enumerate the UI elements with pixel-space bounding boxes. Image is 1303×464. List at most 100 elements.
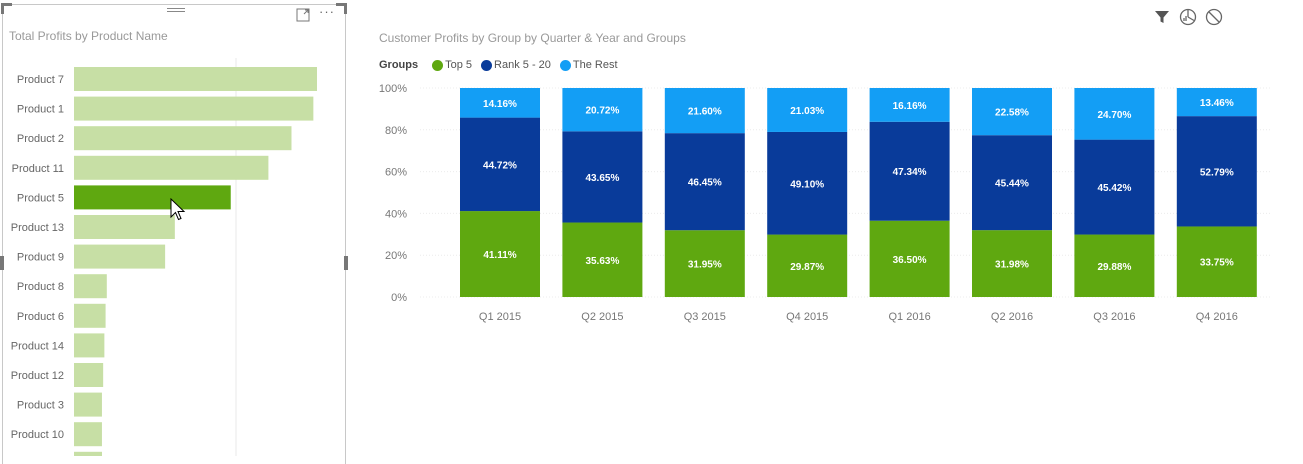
segment-rank-5-20-q1-2016[interactable] (869, 121, 950, 221)
more-options-icon[interactable]: ··· (319, 4, 335, 19)
resize-corner-top-right[interactable] (336, 3, 347, 14)
segment-top-5-q2-2016[interactable] (972, 230, 1052, 297)
analytics-icon[interactable] (1178, 7, 1198, 27)
data-label-top-5-q3-2015: 31.95% (688, 260, 722, 271)
y-tick-60: 60% (385, 167, 407, 179)
segment-the-rest-q1-2016[interactable] (869, 88, 950, 122)
segment-top-5-q2-2015[interactable] (562, 222, 643, 297)
bar-product-3[interactable] (74, 392, 102, 417)
legend-item-the-rest[interactable]: The Rest (559, 59, 618, 71)
data-label-rank-5-20-q1-2016: 47.34% (893, 167, 927, 178)
segment-rank-5-20-q3-2016[interactable] (1074, 139, 1155, 235)
mouse-cursor-icon (170, 198, 186, 221)
category-label-product-7: Product 7 (17, 74, 64, 86)
segment-the-rest-q2-2016[interactable] (972, 88, 1052, 136)
segment-rank-5-20-q4-2015[interactable] (767, 131, 848, 235)
data-label-rank-5-20-q3-2015: 46.45% (688, 178, 722, 189)
segment-rank-5-20-q2-2016[interactable] (972, 135, 1052, 231)
bar-product-13[interactable] (74, 215, 175, 239)
product-bar-chart: Product 7 Product 1 Product 2 Product 11 Pro… (11, 58, 317, 456)
category-label-product-11: Product 11 (12, 163, 64, 175)
segment-top-5-q4-2015[interactable] (767, 234, 848, 297)
data-label-top-5-q3-2016: 29.88% (1097, 262, 1131, 273)
x-tick-q1-2015: Q1 2015 (479, 311, 521, 323)
bar-product-5[interactable] (74, 185, 231, 210)
category-label-product-14: Product 14 (11, 340, 64, 352)
data-label-the-rest-q1-2016: 16.16% (893, 101, 927, 112)
segment-rank-5-20-q2-2015[interactable] (562, 131, 643, 223)
y-tick-100: 100% (379, 83, 407, 95)
right-chart-title: Customer Profits by Group by Quarter & Y… (379, 31, 686, 45)
segment-top-5-q3-2016[interactable] (1074, 234, 1155, 297)
category-label-product-1: Product 1 (17, 104, 64, 116)
bar-product-12[interactable] (74, 363, 104, 387)
data-label-top-5-q1-2015: 41.11% (483, 250, 516, 261)
segment-top-5-q4-2016[interactable] (1176, 226, 1257, 297)
bar-product-6[interactable] (74, 303, 106, 328)
bar-product-9[interactable] (74, 244, 166, 269)
legend-dot-rank5-20 (481, 59, 493, 71)
data-label-the-rest-q2-2015: 20.72% (585, 106, 619, 117)
filter-icon[interactable] (1152, 7, 1172, 27)
bar-partial-next (74, 451, 102, 456)
category-label-product-8: Product 8 (17, 281, 64, 293)
data-label-the-rest-q1-2015: 14.16% (483, 99, 517, 110)
segment-the-rest-q2-2015[interactable] (562, 88, 643, 132)
segment-the-rest-q4-2016[interactable] (1176, 88, 1257, 117)
y-tick-0: 0% (391, 292, 407, 304)
data-label-the-rest-q3-2016: 24.70% (1097, 110, 1131, 121)
category-label-product-12: Product 12 (11, 370, 64, 382)
bar-product-1[interactable] (74, 96, 314, 121)
segment-rank-5-20-q1-2015[interactable] (460, 117, 540, 212)
legend-dot-top5 (432, 59, 444, 71)
segment-the-rest-q3-2015[interactable] (664, 88, 745, 134)
data-label-top-5-q1-2016: 36.50% (893, 255, 927, 266)
visual-toolbar (1152, 7, 1224, 27)
drag-handle-icon[interactable] (167, 8, 185, 15)
chart-legend: Groups Top 5 Rank 5 - 20 The Rest (379, 59, 627, 71)
resize-handle-left[interactable] (0, 256, 4, 270)
bar-product-2[interactable] (74, 126, 292, 151)
segment-rank-5-20-q3-2015[interactable] (664, 133, 745, 231)
data-label-the-rest-q3-2015: 21.60% (688, 107, 722, 118)
x-tick-q3-2016: Q3 2016 (1093, 311, 1135, 323)
bar-product-8[interactable] (74, 274, 107, 299)
data-label-rank-5-20-q2-2016: 45.44% (995, 179, 1029, 190)
segment-top-5-q1-2016[interactable] (869, 220, 950, 297)
bar-product-10[interactable] (74, 422, 102, 447)
legend-item-top5[interactable]: Top 5 (432, 59, 472, 71)
segment-top-5-q1-2015[interactable] (460, 211, 540, 297)
x-tick-q1-2016: Q1 2016 (888, 311, 930, 323)
clear-icon[interactable] (1204, 7, 1224, 27)
data-label-rank-5-20-q3-2016: 45.42% (1097, 183, 1131, 194)
category-label-product-6: Product 6 (17, 311, 64, 323)
segment-the-rest-q1-2015[interactable] (460, 88, 540, 118)
category-label-product-13: Product 13 (11, 222, 64, 234)
data-label-top-5-q4-2016: 33.75% (1200, 258, 1234, 269)
legend-item-rank5-20[interactable]: Rank 5 - 20 (481, 59, 551, 71)
resize-handle-right[interactable] (344, 256, 348, 270)
data-label-top-5-q4-2015: 29.87% (790, 262, 824, 273)
category-label-product-9: Product 9 (17, 252, 64, 264)
stacked-percent-column-chart: 0% 20% 40% 60% 80% 100% 41.11% 44.72% 14.16% Q1 2… (379, 83, 1270, 323)
resize-corner-top-left[interactable] (1, 3, 12, 14)
bar-product-11[interactable] (74, 155, 269, 180)
segment-the-rest-q3-2016[interactable] (1074, 88, 1155, 140)
focus-mode-icon[interactable] (295, 7, 311, 23)
bar-product-14[interactable] (74, 333, 105, 358)
segment-rank-5-20-q4-2016[interactable] (1176, 116, 1257, 227)
left-chart-title: Total Profits by Product Name (9, 29, 168, 43)
segment-top-5-q3-2015[interactable] (664, 230, 745, 297)
bar-product-7[interactable] (74, 67, 317, 91)
category-label-product-3: Product 3 (17, 400, 64, 412)
legend-title: Groups (379, 59, 419, 71)
data-label-rank-5-20-q2-2015: 43.65% (585, 173, 619, 184)
data-label-rank-5-20-q4-2015: 49.10% (790, 179, 824, 190)
x-tick-q3-2015: Q3 2015 (684, 311, 726, 323)
data-label-rank-5-20-q1-2015: 44.72% (483, 160, 517, 171)
data-label-top-5-q2-2016: 31.98% (995, 260, 1029, 271)
data-label-the-rest-q4-2015: 21.03% (790, 106, 824, 117)
segment-the-rest-q4-2015[interactable] (767, 88, 848, 132)
y-tick-20: 20% (385, 250, 407, 262)
category-label-product-5: Product 5 (17, 192, 64, 204)
